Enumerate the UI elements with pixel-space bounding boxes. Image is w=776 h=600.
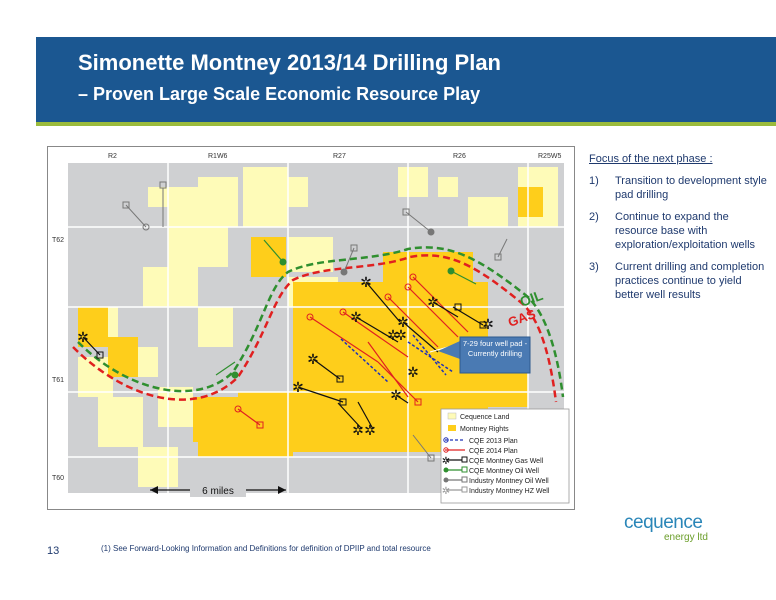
focus-item: 2) Continue to expand the resource base … [589,210,769,252]
scale-bar: 6 miles [150,483,286,497]
slide-subtitle: – Proven Large Scale Economic Resource P… [78,84,481,104]
svg-text:✲: ✲ [350,309,362,325]
callout-box: 7-29 four well pad - Currently drilling [429,336,531,374]
title-banner [36,37,776,122]
range-label: R2 [108,153,117,160]
plan-2013-wells [340,334,454,383]
focus-panel: Focus of the next phase : 1) Transition … [589,152,769,310]
legend-label: CQE Montney Gas Well [469,458,544,465]
svg-text:✲: ✲ [407,364,419,380]
range-label: R26 [453,153,466,160]
legend-label: CQE 2014 Plan [469,448,518,455]
focus-item-text: Current drilling and completion practice… [615,261,765,301]
callout-text: 7-29 four well pad - Currently drilling [462,339,528,358]
legend-label: Cequence Land [460,414,510,421]
cqe-oil-wells [215,239,477,376]
scale-label: 6 miles [202,486,234,497]
township-label: T60 [52,475,64,482]
svg-text:✲: ✲ [292,379,304,395]
page-number: 13 [47,545,60,557]
map-canvas: R2 R1W6 R27 R26 R25W5 T62 T61 T60 OIL GA… [52,153,570,504]
focus-item: 1) Transition to development style pad d… [589,174,769,202]
industry-wells [122,181,508,462]
industry-oil-dots [340,228,435,276]
focus-item-number: 1) [589,175,599,187]
svg-text:✲: ✲ [77,329,89,345]
legend-label: CQE 2013 Plan [469,438,518,445]
range-label: R1W6 [208,153,228,160]
legend-label: CQE Montney Oil Well [469,468,539,475]
cqe-gas-wells [82,281,484,430]
company-logo: cequence energy ltd [624,512,724,543]
focus-item-text: Transition to development style pad dril… [615,175,767,201]
cqe-oil-well-dots [231,258,455,379]
oil-boundary-line [77,246,565,398]
svg-text:✲: ✲ [387,327,399,343]
logo-wordmark: cequence [624,512,703,533]
svg-text:✲: ✲ [352,422,364,438]
plan-2014-markers [234,273,422,429]
svg-text:✲: ✲ [442,456,450,467]
svg-text:✲: ✲ [364,422,376,438]
oil-label: OIL [518,287,546,310]
drilling-map: R2 R1W6 R27 R26 R25W5 T62 T61 T60 OIL GA… [47,146,575,510]
legend-label: Industry Montney HZ Well [469,488,550,495]
range-label: R25W5 [538,153,561,160]
slide-title: Simonette Montney 2013/14 Drilling Plan [78,50,501,75]
map-legend: ✲ ✲ Cequence Land Montney Rights CQE 201… [440,408,570,504]
svg-text:✲: ✲ [427,294,439,310]
focus-item-number: 2) [589,211,599,223]
footnote: (1) See Forward-Looking Information and … [101,544,431,553]
focus-item: 3) Current drilling and completion pract… [589,260,769,302]
township-labels: T62 T61 T60 [52,237,64,482]
svg-text:✲: ✲ [360,274,372,290]
township-label: T62 [52,237,64,244]
range-labels: R2 R1W6 R27 R26 R25W5 [108,153,561,160]
range-label: R27 [333,153,346,160]
logo-tagline: energy ltd [664,532,708,543]
township-label: T61 [52,377,64,384]
focus-item-number: 3) [589,261,599,273]
svg-text:✲: ✲ [307,351,319,367]
legend-label: Montney Rights [460,426,509,433]
focus-item-text: Continue to expand the resource base wit… [615,211,756,251]
svg-text:✲: ✲ [482,316,494,332]
svg-text:✲: ✲ [395,327,407,343]
svg-text:✲: ✲ [442,486,450,497]
plan-2014-wells [237,276,469,426]
focus-list: 1) Transition to development style pad d… [589,174,769,302]
focus-heading: Focus of the next phase : [589,153,713,165]
legend-label: Industry Montney Oil Well [469,478,549,485]
svg-text:✲: ✲ [397,314,409,330]
cqe-gas-well-boxes [96,303,487,406]
svg-text:✲: ✲ [390,387,402,403]
cqe-gas-well-symbols: ✲ ✲ ✲ ✲ ✲ ✲ ✲ ✲ ✲ ✲ ✲ ✲ ✲ ✲ [77,274,494,438]
title-rule [36,122,776,126]
